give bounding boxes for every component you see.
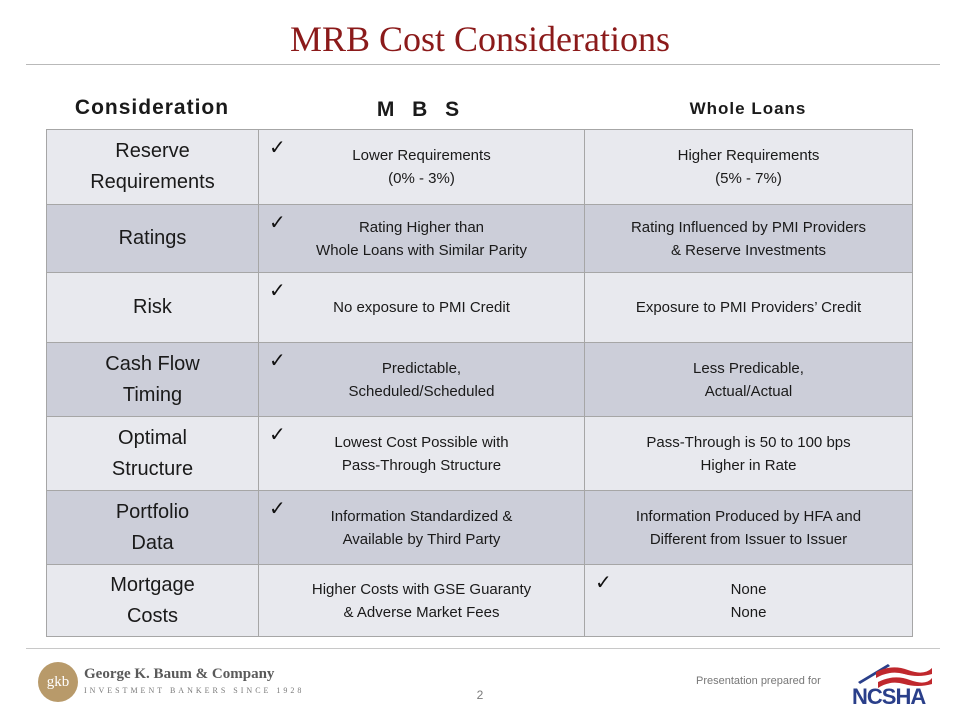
consideration-cell-text: Timing	[122, 383, 183, 406]
consideration-cell-text: Ratings	[118, 227, 187, 249]
consideration-cell-text: Risk	[133, 296, 172, 318]
whole-loans-cell: Information Produced by HFA and Different…	[584, 490, 913, 565]
whole-loans-cell-text: Different from Issuer to Issuer	[649, 530, 848, 548]
whole-loans-cell: Rating Influenced by PMI Providers & Rese…	[584, 204, 913, 273]
mbs-cell: Higher Costs with GSE Guaranty & Adverse …	[258, 564, 585, 637]
table-row: Mortgage Costs Higher Costs with GSE Guara…	[46, 564, 913, 637]
consideration-cell-text: Reserve	[115, 140, 190, 162]
table-row: Ratings ✓ Rating Higher than Whole Loans wi…	[46, 204, 913, 273]
comparison-table: Reserve Requirements ✓ Lower Requirements (0…	[46, 129, 913, 637]
checkmark-icon: ✓	[269, 424, 286, 446]
whole-loans-cell-text: None	[730, 603, 767, 621]
mbs-cell-text: Pass-Through Structure	[341, 456, 502, 474]
mbs-cell: ✓ Information Standardized & Available by …	[258, 490, 585, 565]
mbs-cell-text: Higher Costs with GSE Guaranty	[311, 580, 532, 598]
mbs-cell-text: Whole Loans with Similar Parity	[316, 241, 527, 259]
whole-loans-cell-text: None	[730, 580, 767, 598]
consideration-cell-text: Data	[131, 531, 174, 554]
consideration-cell-text: Costs	[126, 604, 179, 627]
table-row: Portfolio Data ✓ Information Standardized &…	[46, 490, 913, 565]
company-tagline: INVESTMENT BANKERS SINCE 1928	[84, 686, 305, 695]
whole-loans-cell: ✓ None None	[584, 564, 913, 637]
ncsha-flag-icon	[858, 664, 932, 688]
whole-loans-cell-text: & Reserve Investments	[670, 241, 827, 259]
checkmark-icon: ✓	[595, 572, 612, 594]
mbs-cell: ✓ Rating Higher than Whole Loans with Simi…	[258, 204, 585, 273]
whole-loans-cell-text: Less Predicable,	[693, 359, 804, 377]
whole-loans-cell-text: (5% - 7%)	[715, 170, 782, 187]
checkmark-icon: ✓	[269, 212, 286, 234]
consideration-cell: Mortgage Costs	[46, 564, 259, 637]
table-row: Cash Flow Timing ✓ Predictable, Scheduled/Sc…	[46, 342, 913, 417]
mbs-cell-text: Information Standardized &	[330, 507, 513, 525]
whole-loans-cell-text: Rating Influenced by PMI Providers	[630, 218, 867, 236]
mbs-cell: ✓ Lower Requirements (0% - 3%)	[258, 129, 585, 205]
gkb-logo-icon: gkb	[38, 662, 78, 702]
header-mbs: M B S	[376, 98, 466, 121]
mbs-cell-text: Predictable,	[381, 359, 462, 377]
header-consideration: Consideration	[74, 96, 230, 119]
page-number: 2	[476, 688, 484, 702]
ncsha-logo-text: NCSHA	[852, 684, 926, 709]
whole-loans-cell: Exposure to PMI Providers’ Credit	[584, 272, 913, 343]
whole-loans-cell-text: Exposure to PMI Providers’ Credit	[635, 299, 862, 316]
table-row: Reserve Requirements ✓ Lower Requirements (0…	[46, 129, 913, 205]
whole-loans-cell-text: Higher in Rate	[700, 456, 797, 474]
checkmark-icon: ✓	[269, 137, 286, 159]
consideration-cell: Portfolio Data	[46, 490, 259, 565]
header-whole-loans: Whole Loans	[689, 99, 807, 118]
mbs-cell-text: (0% - 3%)	[388, 170, 455, 187]
consideration-cell: Ratings	[46, 204, 259, 273]
mbs-cell-text: Lower Requirements	[352, 147, 491, 164]
company-name: George K. Baum & Company	[84, 666, 275, 682]
title-divider	[26, 64, 940, 65]
consideration-cell-text: Mortgage	[110, 573, 195, 596]
checkmark-icon: ✓	[269, 498, 286, 520]
mbs-cell-text: Lowest Cost Possible with	[334, 433, 509, 451]
mbs-cell-text: & Adverse Market Fees	[343, 603, 500, 621]
whole-loans-cell-text: Higher Requirements	[677, 147, 820, 164]
mbs-cell: ✓ Predictable, Scheduled/Scheduled	[258, 342, 585, 417]
checkmark-icon: ✓	[269, 280, 286, 302]
mbs-cell: ✓ Lowest Cost Possible with Pass-Through S…	[258, 416, 585, 491]
table-row: Optimal Structure ✓ Lowest Cost Possible wi…	[46, 416, 913, 491]
consideration-cell-text: Portfolio	[115, 500, 190, 523]
mbs-cell: ✓ No exposure to PMI Credit	[258, 272, 585, 343]
table-row: Risk ✓ No exposure to PMI Credit Exposure t…	[46, 272, 913, 343]
whole-loans-cell: Pass-Through is 50 to 100 bps Higher in R…	[584, 416, 913, 491]
consideration-cell: Reserve Requirements	[46, 129, 259, 205]
consideration-cell: Risk	[46, 272, 259, 343]
mbs-cell-text: Scheduled/Scheduled	[348, 382, 495, 400]
mbs-cell-text: Available by Third Party	[342, 530, 501, 548]
mbs-cell-text: No exposure to PMI Credit	[333, 299, 510, 316]
footer-divider	[26, 648, 940, 649]
checkmark-icon: ✓	[269, 350, 286, 372]
slide-title: MRB Cost Considerations	[289, 19, 671, 59]
whole-loans-cell-text: Actual/Actual	[704, 382, 793, 400]
mbs-cell-text: Rating Higher than	[358, 218, 485, 236]
consideration-cell: Cash Flow Timing	[46, 342, 259, 417]
consideration-cell-text: Cash Flow	[105, 352, 200, 375]
consideration-cell-text: Optimal	[118, 426, 187, 449]
whole-loans-cell: Higher Requirements (5% - 7%)	[584, 129, 913, 205]
consideration-cell-text: Requirements	[90, 171, 215, 193]
prepared-for-label: Presentation prepared for	[696, 675, 821, 687]
whole-loans-cell-text: Pass-Through is 50 to 100 bps	[646, 433, 851, 451]
consideration-cell-text: Structure	[111, 457, 194, 480]
whole-loans-cell-text: Information Produced by HFA and	[635, 507, 862, 525]
consideration-cell: Optimal Structure	[46, 416, 259, 491]
whole-loans-cell: Less Predicable, Actual/Actual	[584, 342, 913, 417]
